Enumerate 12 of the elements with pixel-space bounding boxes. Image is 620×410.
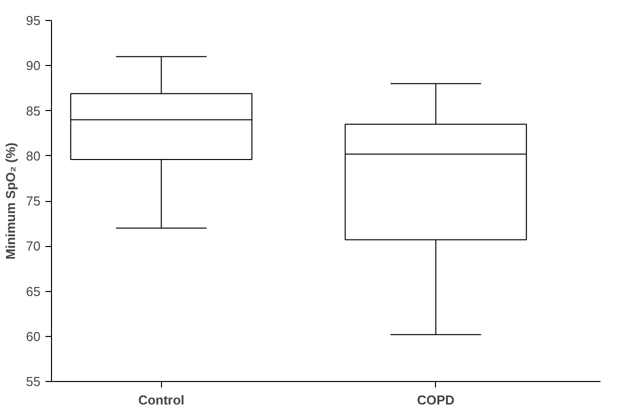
y-tick-label: 95: [26, 13, 41, 28]
y-tick-label: 60: [26, 328, 41, 344]
y-tick-label: 85: [26, 103, 41, 118]
y-axis-title: Minimum SpO₂ (%): [3, 142, 18, 260]
x-tick-label: COPD: [417, 392, 455, 408]
x-tick-label: Control: [138, 392, 184, 408]
y-tick-label: 55: [26, 374, 41, 389]
y-tick-label: 70: [26, 238, 41, 254]
y-tick-label: 80: [26, 148, 41, 164]
y-tick-label: 65: [26, 284, 41, 299]
y-tick-label: 75: [26, 194, 41, 208]
y-tick-label: 90: [26, 58, 41, 74]
